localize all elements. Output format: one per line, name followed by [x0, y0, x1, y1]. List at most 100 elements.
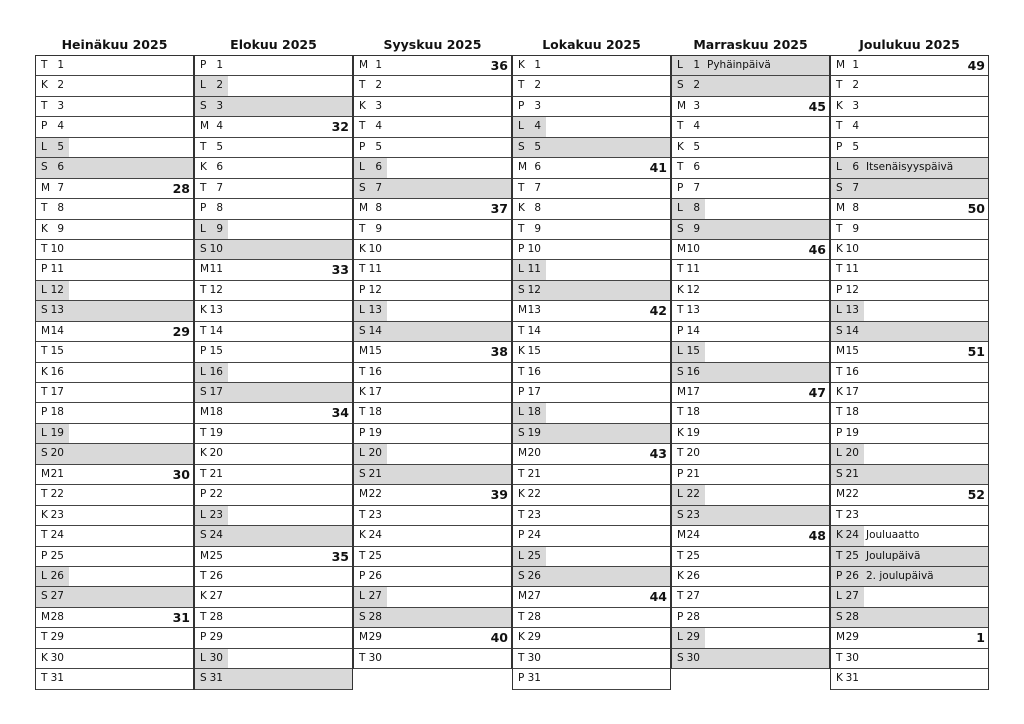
day-number: 3: [375, 99, 382, 112]
day-number: 4: [57, 120, 64, 133]
day-row: T 25: [672, 547, 829, 567]
day-row: L 25: [513, 546, 670, 567]
weekday-label: P: [359, 569, 366, 582]
weekday-label: T: [359, 222, 366, 235]
weekday-label: K: [677, 569, 684, 582]
day-row: S 24: [195, 526, 352, 547]
day-row: T 24: [36, 526, 193, 547]
weekday-label: T: [836, 365, 843, 378]
day-row: M 4 32: [195, 117, 352, 138]
weekday-label: S: [359, 324, 366, 337]
day-number: 28: [527, 610, 541, 623]
day-row: P 14: [672, 322, 829, 343]
week-number: 50: [967, 201, 985, 217]
weekday-label: T: [518, 222, 525, 235]
week-number: 40: [490, 630, 508, 646]
day-number: 14: [50, 324, 64, 337]
day-number: 4: [693, 120, 700, 133]
day-number: 10: [50, 242, 64, 255]
day-row: T 31: [36, 669, 193, 690]
day-number: 20: [845, 447, 859, 460]
day-number: 12: [686, 283, 700, 296]
weekday-label: M: [836, 631, 846, 644]
day-row: K 24 Jouluaatto: [831, 526, 988, 547]
weekday-label: T: [41, 672, 48, 685]
weekday-label: S: [518, 140, 525, 153]
day-list: K 1 T 2 P 3 L 4 S 5 M 6 41 T 7 K 8 T 9 P 10 L 11 S 12 M 13 42 T 14 K 15…: [512, 55, 671, 690]
day-row: T 30: [354, 649, 511, 670]
weekday-label: K: [836, 242, 843, 255]
day-number: 16: [845, 365, 859, 378]
day-row: S 26: [513, 566, 670, 588]
weekday-label: K: [41, 365, 48, 378]
day-row: T 23: [831, 506, 988, 527]
day-number: 15: [686, 345, 700, 358]
day-number: 17: [845, 386, 859, 398]
weekday-label: P: [200, 202, 207, 215]
holiday-name: Jouluaatto: [866, 529, 920, 542]
day-number: 13: [50, 304, 64, 317]
week-number: 46: [808, 241, 826, 257]
day-number: 29: [527, 631, 541, 644]
day-row: T 30: [831, 649, 988, 670]
day-number: 8: [534, 202, 541, 215]
day-number: 8: [216, 202, 223, 215]
day-number: 18: [527, 406, 541, 419]
day-number: 14: [209, 324, 223, 337]
day-number: 6: [375, 161, 382, 174]
day-number: 1: [57, 59, 64, 71]
month-column: Syyskuu 2025 M 1 36 T 2 K 3 T 4 P 5 L 6 S 7 M 8 37 T 9 K 10 T 11…: [353, 35, 512, 670]
weekday-label: K: [41, 508, 48, 521]
weekday-label: S: [200, 672, 207, 685]
day-number: 13: [527, 304, 541, 317]
weekday-label: K: [359, 529, 366, 542]
day-list: L 1 Pyhäinpäivä S 2 M 3 45 T 4 K 5 T 6 P 7 L 8 S 9 M 10 46 T 11 K…: [671, 55, 830, 670]
day-number: 10: [686, 242, 700, 255]
weekday-label: L: [677, 631, 683, 644]
day-row: P 29: [195, 628, 352, 649]
day-number: 31: [845, 672, 859, 685]
day-number: 30: [527, 651, 541, 664]
weekday-label: P: [836, 283, 843, 296]
weekday-label: S: [518, 426, 525, 439]
weekend-shade: [513, 546, 546, 566]
day-number: 10: [845, 242, 859, 255]
day-number: 24: [368, 529, 382, 542]
day-number: 26: [368, 569, 382, 582]
day-number: 9: [852, 222, 859, 235]
day-number: 17: [686, 386, 700, 398]
day-number: 23: [209, 508, 223, 521]
day-number: 25: [527, 549, 541, 562]
weekday-label: P: [41, 263, 48, 276]
day-row: S 31: [195, 669, 352, 690]
weekday-label: M: [836, 59, 846, 71]
day-number: 19: [50, 426, 64, 439]
weekday-label: L: [836, 590, 842, 603]
day-row: T 29: [36, 628, 193, 649]
day-number: 26: [50, 569, 64, 582]
day-number: 7: [693, 181, 700, 194]
day-row: T 12: [195, 281, 352, 302]
month-column: Heinäkuu 2025 T 1 K 2 T 3 P 4 L 5 S 6 M 7 28 T 8 K 9 T 10 P 11 L…: [35, 35, 194, 690]
weekday-label: L: [677, 59, 683, 71]
day-number: 7: [216, 181, 223, 194]
day-number: 20: [527, 447, 541, 460]
day-row: T 27: [672, 587, 829, 608]
month-column: Lokakuu 2025 K 1 T 2 P 3 L 4 S 5 M 6 41 T 7 K 8 T 9 P 10 L 11 S 1…: [512, 35, 671, 690]
weekday-label: L: [677, 345, 683, 358]
weekday-label: P: [518, 386, 525, 398]
day-row: S 30: [672, 648, 829, 670]
day-row: L 11: [513, 260, 670, 281]
